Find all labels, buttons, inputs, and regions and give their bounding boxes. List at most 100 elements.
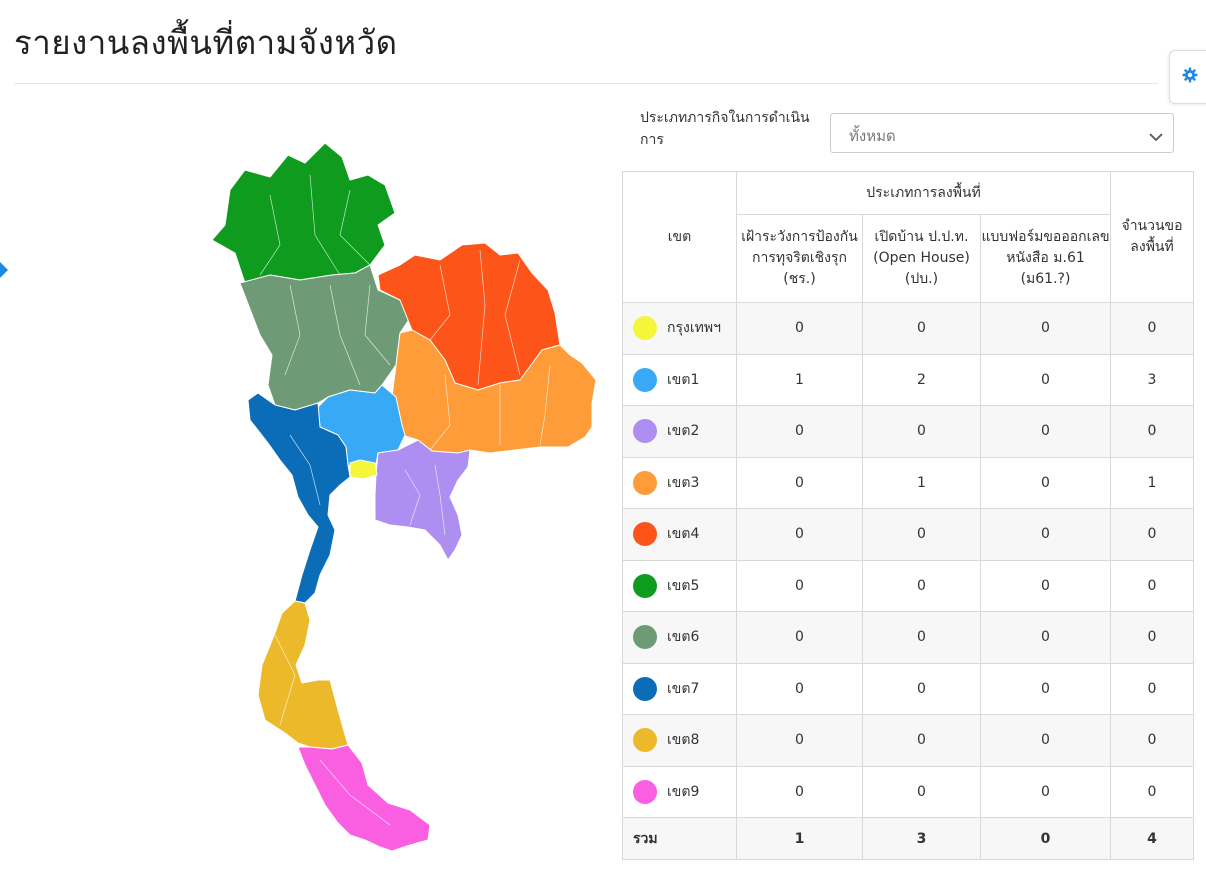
mission-type-label: ประเภทภารกิจในการดำเนินการ xyxy=(640,110,810,148)
table-row: เขต1 1 2 0 3 xyxy=(622,353,1195,406)
cell-total: 0 xyxy=(1110,508,1195,561)
map-zone-bangkok[interactable] xyxy=(349,459,378,480)
zone-label: เขต4 xyxy=(667,526,700,543)
cell-value: 0 xyxy=(979,611,1112,664)
map-zone-5[interactable] xyxy=(211,142,396,284)
cell-value: 0 xyxy=(862,559,981,612)
cell-value: 0 xyxy=(862,662,981,715)
selected-value: ทั้งหมด xyxy=(849,127,896,145)
header-col-1: เฝ้าระวังการป้องกันการทุจริตเชิงรุก (ชร.… xyxy=(736,214,863,303)
zone-label: กรุงเทพฯ xyxy=(667,320,721,337)
zone-color-dot xyxy=(633,676,657,701)
cell-value: 0 xyxy=(862,611,981,664)
grand-total: 4 xyxy=(1110,817,1195,860)
cell-value: 0 xyxy=(862,302,981,355)
cell-total: 0 xyxy=(1110,611,1195,664)
zone-color-dot xyxy=(633,522,657,547)
cell-value: 0 xyxy=(862,508,981,561)
cell-value: 0 xyxy=(979,508,1112,561)
zone-color-dot xyxy=(633,779,657,804)
cell-value: 0 xyxy=(736,508,863,561)
cell-value: 1 xyxy=(736,353,863,406)
mission-type-select[interactable]: ทั้งหมด xyxy=(830,113,1174,153)
table-row: เขต9 0 0 0 0 xyxy=(622,765,1195,818)
cell-value: 0 xyxy=(979,405,1112,458)
zone-label: เขต9 xyxy=(667,783,700,800)
cell-total: 0 xyxy=(1110,714,1195,767)
map-zone-8[interactable] xyxy=(257,600,349,750)
zone-label: เขต8 xyxy=(667,732,700,749)
cell-value: 0 xyxy=(979,714,1112,767)
cell-value: 0 xyxy=(862,765,981,818)
map-zone-9[interactable] xyxy=(297,744,431,852)
cell-total: 1 xyxy=(1110,456,1195,509)
cell-value: 0 xyxy=(736,559,863,612)
cell-value: 0 xyxy=(736,405,863,458)
cell-value: 1 xyxy=(862,456,981,509)
cell-value: 0 xyxy=(736,611,863,664)
zone-color-dot xyxy=(633,367,657,392)
table-row: เขต6 0 0 0 0 xyxy=(622,611,1195,664)
title-divider xyxy=(14,83,1158,84)
total-row: รวม 1 3 0 4 xyxy=(622,817,1195,860)
total-value: 0 xyxy=(979,817,1112,860)
header-col-2: เปิดบ้าน ป.ป.ท. (Open House) (ปบ.) xyxy=(862,214,981,303)
cell-value: 0 xyxy=(736,662,863,715)
map-zone-2[interactable] xyxy=(374,439,471,561)
zone-color-dot xyxy=(633,625,657,650)
cell-value: 0 xyxy=(736,714,863,767)
table-row: กรุงเทพฯ 0 0 0 0 xyxy=(622,302,1195,355)
page-title: รายงานลงพื้นที่ตามจังหวัด xyxy=(14,23,398,62)
zone-report-table: เขต ประเภทการลงพื้นที่ จำนวนขอลงพื้นที่ … xyxy=(622,171,1195,860)
map-zone-7[interactable] xyxy=(247,392,351,604)
table-row: เขต3 0 1 0 1 xyxy=(622,456,1195,509)
zone-label: เขต5 xyxy=(667,577,700,594)
cell-value: 0 xyxy=(862,405,981,458)
header-zone: เขต xyxy=(622,171,737,303)
cell-value: 0 xyxy=(736,456,863,509)
table-row: เขต5 0 0 0 0 xyxy=(622,559,1195,612)
cell-value: 0 xyxy=(979,353,1112,406)
table-row: เขต2 0 0 0 0 xyxy=(622,405,1195,458)
header-col-3: แบบฟอร์มขอออกเลขหนังสือ ม.61 (ม61.?) xyxy=(979,214,1112,303)
zone-color-dot xyxy=(633,316,657,341)
zone-color-dot xyxy=(633,573,657,598)
cell-value: 0 xyxy=(736,302,863,355)
chevron-down-icon xyxy=(1149,127,1163,146)
caret-right-icon[interactable] xyxy=(0,262,8,282)
cell-value: 0 xyxy=(979,559,1112,612)
cell-value: 0 xyxy=(979,456,1112,509)
zone-label: เขต1 xyxy=(667,371,700,388)
cell-total: 0 xyxy=(1110,302,1195,355)
cell-value: 0 xyxy=(979,662,1112,715)
header-visit-type: ประเภทการลงพื้นที่ xyxy=(735,171,1112,215)
gear-icon xyxy=(1182,67,1198,87)
cell-value: 0 xyxy=(979,765,1112,818)
total-label: รวม xyxy=(622,817,737,860)
thailand-zone-map xyxy=(200,135,610,865)
zone-color-dot xyxy=(633,419,657,444)
table-row: เขต4 0 0 0 0 xyxy=(622,508,1195,561)
zone-label: เขต2 xyxy=(667,423,700,440)
cell-total: 0 xyxy=(1110,662,1195,715)
map-zone-6[interactable] xyxy=(239,264,413,411)
cell-value: 2 xyxy=(862,353,981,406)
cell-total: 3 xyxy=(1110,353,1195,406)
table-row: เขต8 0 0 0 0 xyxy=(622,714,1195,767)
zone-color-dot xyxy=(633,470,657,495)
cell-value: 0 xyxy=(979,302,1112,355)
zone-label: เขต3 xyxy=(667,474,700,491)
zone-color-dot xyxy=(633,728,657,753)
table-row: เขต7 0 0 0 0 xyxy=(622,662,1195,715)
zone-label: เขต6 xyxy=(667,629,700,646)
zone-label: เขต7 xyxy=(667,680,700,697)
total-value: 1 xyxy=(736,817,863,860)
cell-value: 0 xyxy=(736,765,863,818)
settings-button[interactable] xyxy=(1169,50,1206,104)
cell-total: 0 xyxy=(1110,559,1195,612)
cell-total: 0 xyxy=(1110,405,1195,458)
total-value: 3 xyxy=(862,817,981,860)
header-total-requests: จำนวนขอลงพื้นที่ xyxy=(1110,171,1195,303)
cell-value: 0 xyxy=(862,714,981,767)
cell-total: 0 xyxy=(1110,765,1195,818)
